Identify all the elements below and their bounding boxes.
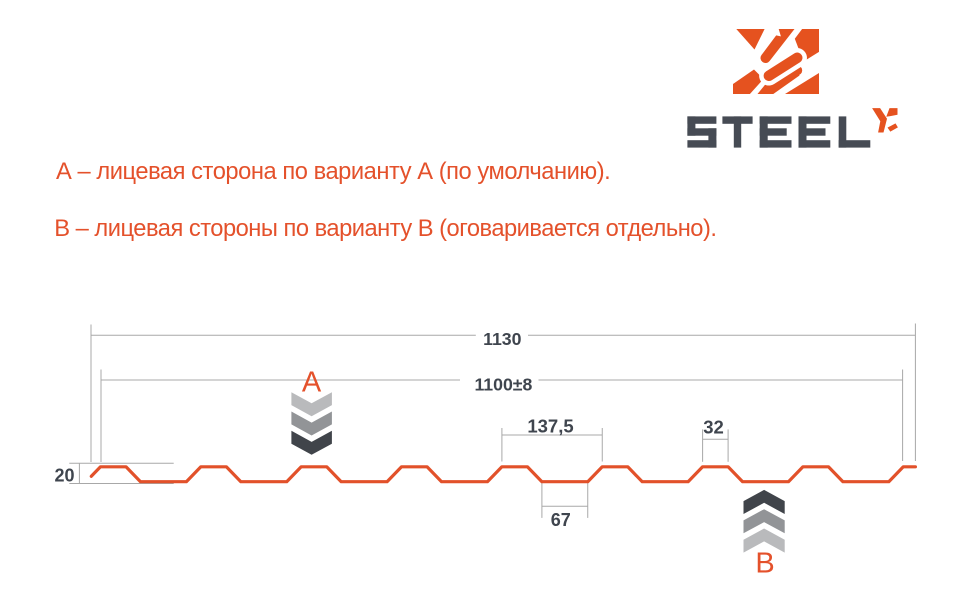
svg-text:20: 20 (54, 465, 74, 485)
svg-text:32: 32 (703, 417, 724, 438)
svg-text:А: А (302, 367, 322, 399)
svg-text:137,5: 137,5 (527, 415, 573, 436)
svg-text:1100±8: 1100±8 (474, 375, 532, 395)
svg-text:1130: 1130 (483, 329, 522, 349)
svg-text:В: В (755, 547, 774, 579)
svg-text:67: 67 (551, 510, 571, 530)
